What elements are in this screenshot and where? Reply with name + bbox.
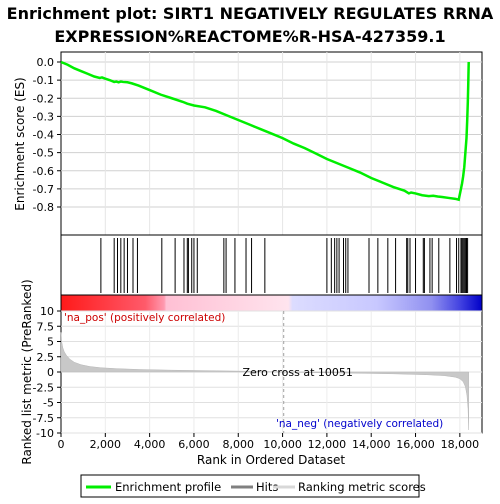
x-tick-label: 12,000 [308,438,347,451]
rank-colorbar-bar [60,294,483,312]
metric-y-tick-label: 2.5 [37,351,55,364]
metric-y-tick-label: -5 [43,397,54,410]
x-tick-label: 10,000 [263,438,302,451]
es-y-tick-label: 0.0 [37,56,55,69]
legend-hits-label: Hits [256,480,278,494]
positive-correlated-label: 'na_pos' (positively correlated) [64,312,225,324]
es-y-tick-label: -0.6 [33,165,54,178]
x-tick-label: 8,000 [223,438,255,451]
metric-y-tick-label: 5 [47,336,54,349]
hits-panel-frame [60,234,483,296]
x-tick-label: 2,000 [90,438,122,451]
chart-title-line2: EXPRESSION%REACTOME%R-HSA-427359.1 [54,27,445,46]
es-y-tick-label: -0.4 [33,129,54,142]
es-y-tick-label: -0.1 [33,74,54,87]
metric-y-ticks: 10 7.5 5 2.5 0 -2.5 -5 -7.5 -10 [33,305,61,440]
x-tick-label: 4,000 [134,438,166,451]
x-tick-label: 16,000 [396,438,435,451]
negative-correlated-label: 'na_neg' (negatively correlated) [276,418,443,430]
metric-panel: Zero cross at 10051 'na_pos' (positively… [20,279,483,465]
chart-title-line1: Enrichment plot: SIRT1 NEGATIVELY REGULA… [7,4,494,23]
x-tick-label: 6,000 [178,438,210,451]
enrichment-profile-line [60,60,470,202]
es-y-tick-label: -0.2 [33,92,54,105]
es-panel: 0.0 -0.1 -0.2 -0.3 -0.4 -0.5 -0.6 -0.7 -0.8 Enri… [13,51,483,236]
metric-y-axis-label: Ranked list metric (PreRanked) [20,279,34,464]
legend-enrichment-label: Enrichment profile [115,480,221,494]
metric-y-tick-label: 7.5 [37,320,55,333]
legend-metric-label: Ranking metric scores [298,480,426,494]
x-axis-label: Rank in Ordered Dataset [197,453,345,467]
es-y-ticks: 0.0 -0.1 -0.2 -0.3 -0.4 -0.5 -0.6 -0.7 -0.8 [33,56,61,214]
legend: Enrichment profile Hits Ranking metric s… [80,474,426,498]
es-y-tick-label: -0.8 [33,201,54,214]
es-panel-frame [60,51,483,236]
x-tick-label: 14,000 [352,438,391,451]
rank-colorbar [60,294,483,312]
x-tick-label: 0 [58,438,65,451]
hit-markers [100,238,469,293]
zero-cross-label: Zero cross at 10051 [243,366,353,379]
x-ticks: 0 2,000 4,000 6,000 8,000 10,000 12,000 14,000 1… [58,433,480,451]
es-y-tick-label: -0.7 [33,183,54,196]
hits-panel [60,234,483,296]
metric-y-tick-label: -2.5 [33,381,54,394]
metric-y-tick-label: 0 [47,366,54,379]
metric-y-tick-label: -10 [36,427,54,440]
es-y-tick-label: -0.5 [33,147,54,160]
metric-y-tick-label: -7.5 [33,412,54,425]
es-y-tick-label: -0.3 [33,110,54,123]
metric-y-tick-label: 10 [40,305,54,318]
ranking-metric-area [60,332,469,430]
es-y-axis-label: Enrichment score (ES) [13,77,27,210]
x-tick-label: 18,000 [441,438,480,451]
